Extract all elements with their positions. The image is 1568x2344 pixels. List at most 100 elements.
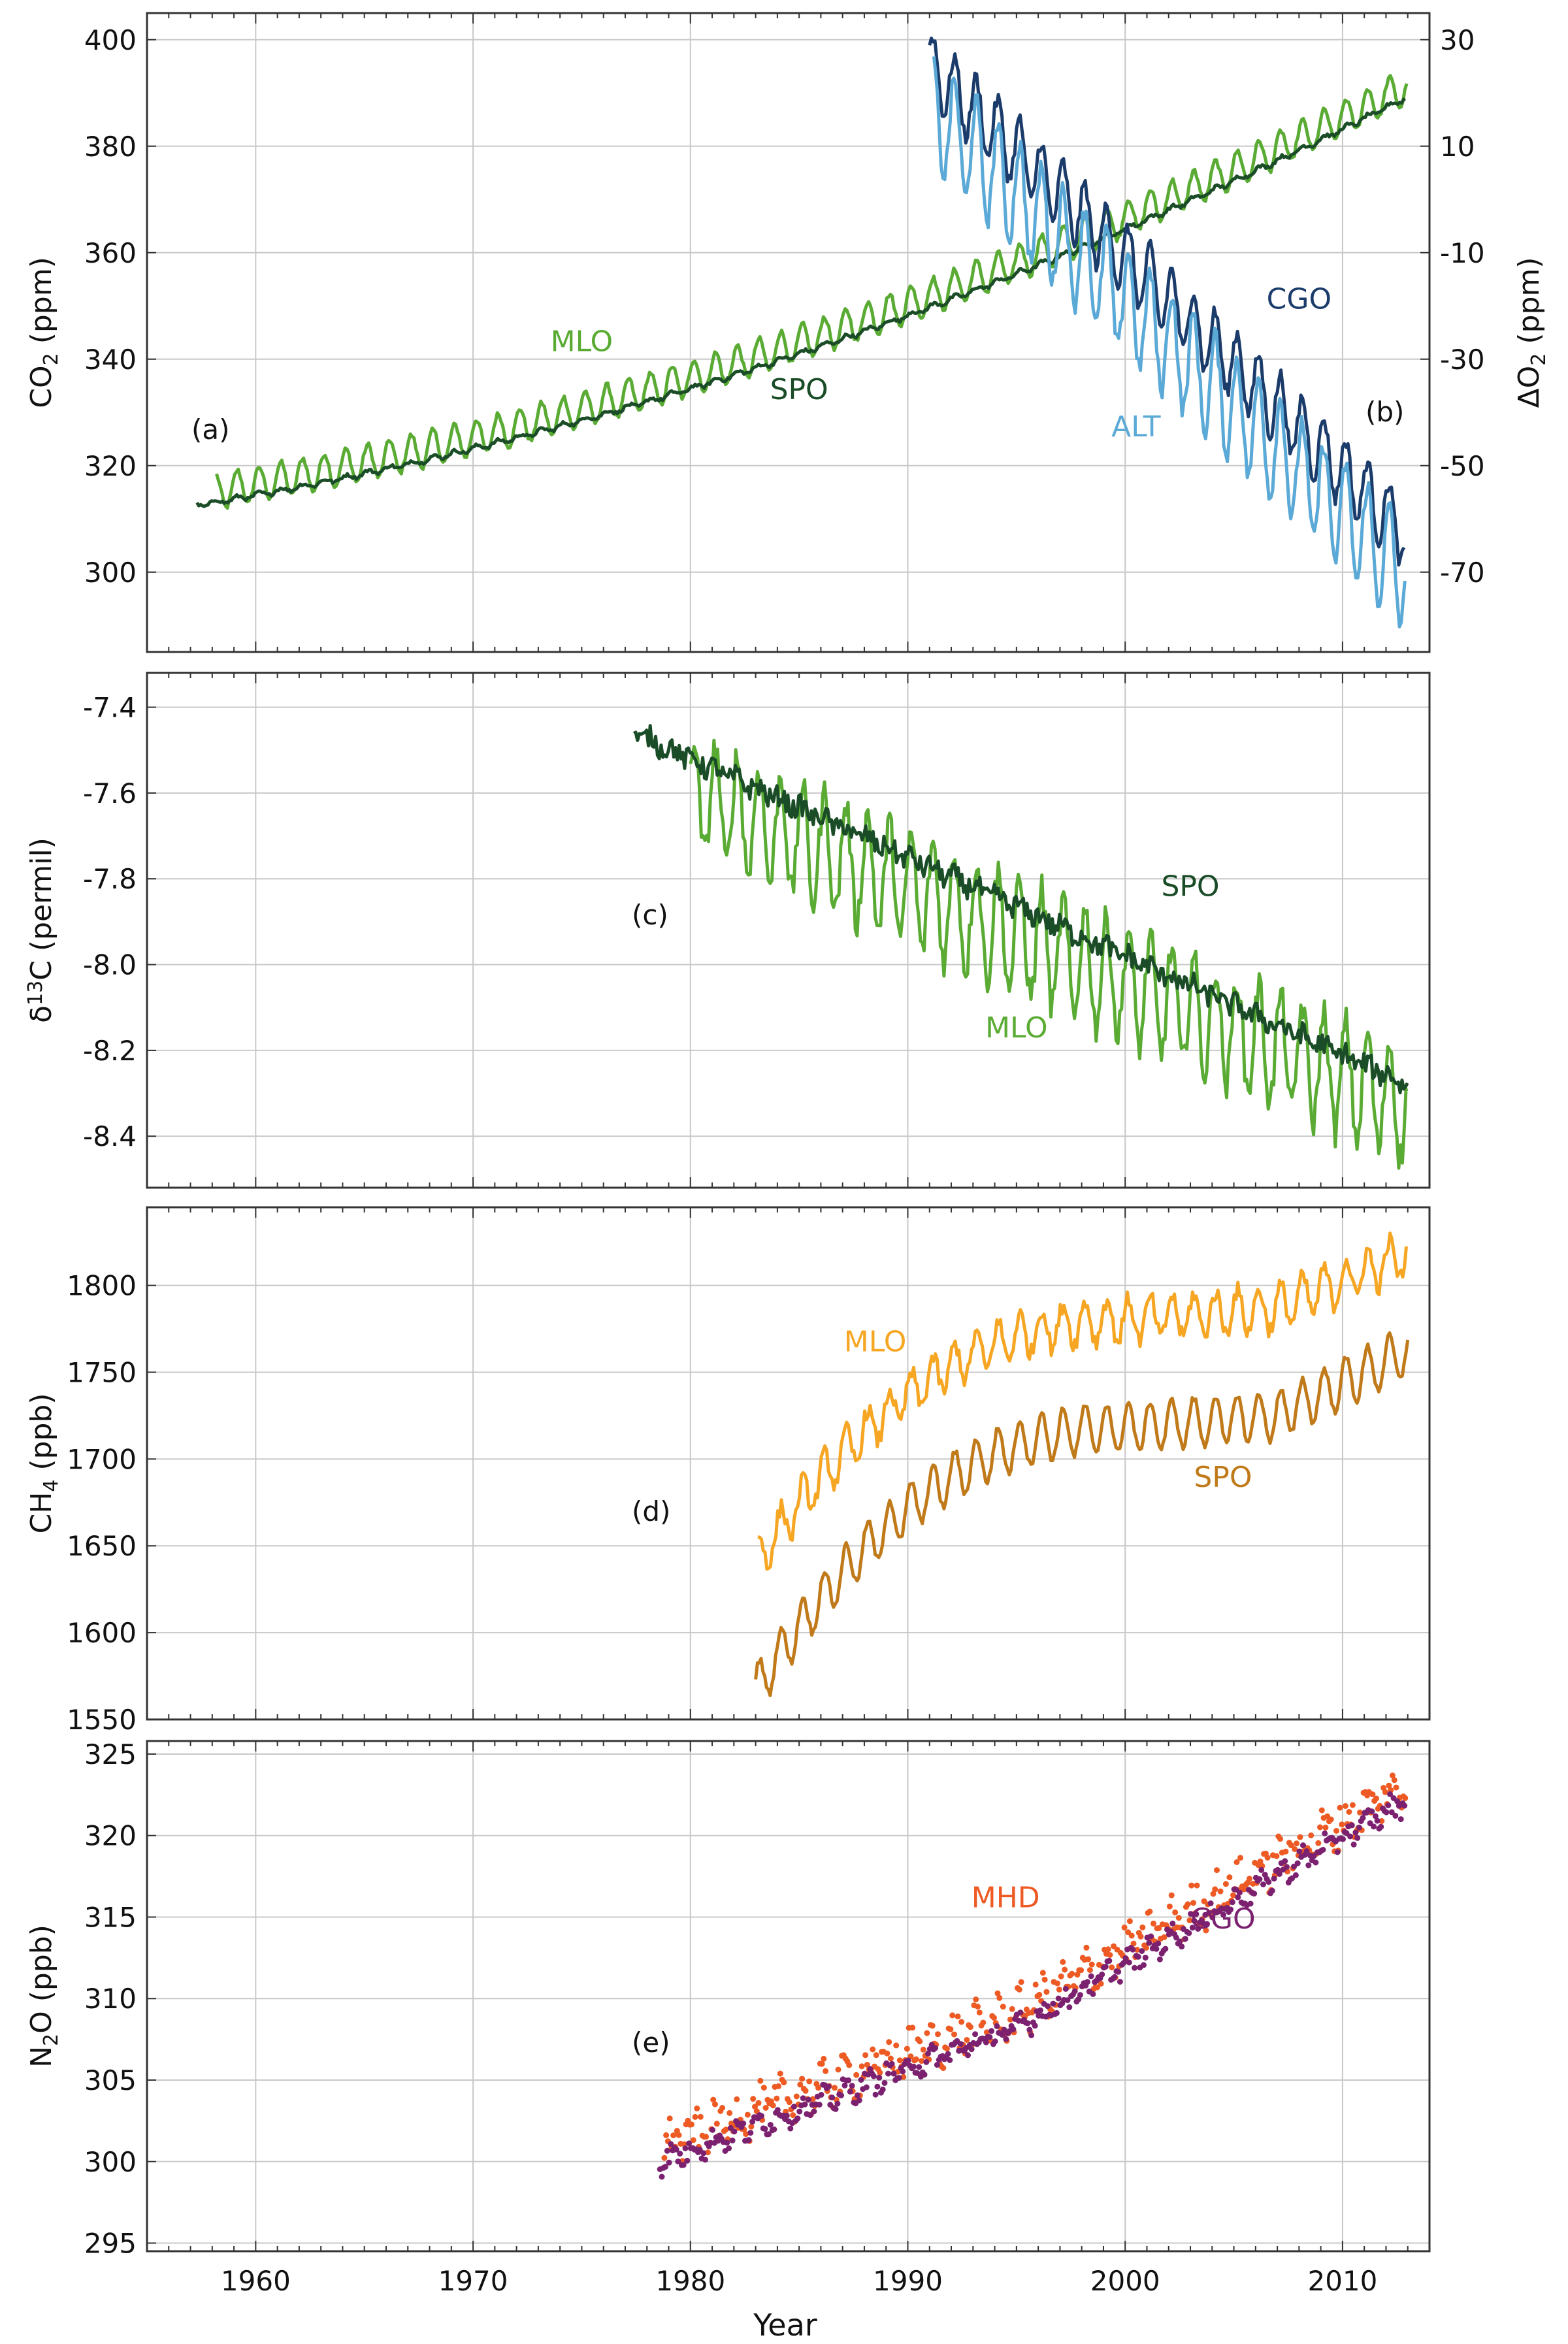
y-tick-label: 360 <box>84 237 137 269</box>
data-point <box>700 2150 707 2157</box>
data-point <box>847 2089 853 2095</box>
data-point <box>1282 1858 1288 1864</box>
data-point <box>690 2137 696 2143</box>
data-point <box>1186 1917 1193 1923</box>
data-point <box>1186 1930 1192 1936</box>
data-point <box>1315 1840 1322 1846</box>
data-point <box>1230 1892 1236 1898</box>
data-point <box>1354 1834 1361 1841</box>
data-point <box>827 2102 834 2108</box>
data-point <box>723 2126 729 2133</box>
data-point <box>1222 1881 1229 1887</box>
data-point <box>1039 1970 1046 1976</box>
data-point <box>1016 1987 1022 1993</box>
data-point <box>1132 1964 1138 1971</box>
ylabel-b-sub: 2 <box>1527 353 1550 366</box>
data-point <box>747 2130 754 2136</box>
panel-e-grid <box>147 1741 1429 2251</box>
y-tick-label: 300 <box>84 2146 137 2178</box>
panel-a-plot <box>195 37 1409 628</box>
data-point <box>1205 1910 1212 1916</box>
data-point <box>893 2042 900 2049</box>
panel-b-label: (b) <box>1365 396 1404 428</box>
panel-c-annotations: SPO MLO <box>985 870 1219 1045</box>
data-point <box>1094 1984 1100 1991</box>
data-point <box>686 2140 693 2147</box>
data-point <box>923 2059 930 2065</box>
data-point <box>704 2149 711 2156</box>
data-point <box>958 2019 965 2025</box>
data-point <box>945 2051 951 2057</box>
data-point <box>1308 1832 1315 1838</box>
data-point <box>1260 1881 1266 1887</box>
data-point <box>811 2108 817 2115</box>
data-point <box>694 2105 700 2111</box>
data-point <box>1173 1934 1179 1941</box>
data-point <box>688 2121 694 2128</box>
data-point <box>853 2072 860 2078</box>
data-point <box>935 2031 941 2038</box>
data-point <box>1166 1903 1173 1910</box>
data-point <box>896 2057 903 2064</box>
data-point <box>1346 1809 1352 1815</box>
data-point <box>1282 1848 1289 1855</box>
data-point <box>1207 1900 1214 1906</box>
data-point <box>889 2060 895 2067</box>
data-point <box>1010 2026 1017 2032</box>
data-point <box>797 2081 804 2088</box>
data-point <box>1241 1886 1247 1893</box>
data-point <box>787 2125 794 2132</box>
data-point <box>1342 1803 1348 1809</box>
ylabel-c-main: C (permil) <box>25 838 58 981</box>
data-point <box>1179 1944 1185 1950</box>
panel-c-label: (c) <box>632 899 668 931</box>
data-point <box>731 2128 738 2135</box>
data-point <box>934 2062 940 2068</box>
panel-c-ylabel: δ13C (permil) <box>24 838 58 1023</box>
series-label-cgo: CGO <box>1267 282 1331 316</box>
data-point <box>1236 1889 1243 1896</box>
data-point <box>879 2086 886 2092</box>
data-point <box>1273 1853 1280 1859</box>
y-tick-label: 1750 <box>67 1356 137 1388</box>
y-tick-label: 300 <box>84 557 137 589</box>
data-point <box>1175 1915 1182 1921</box>
data-point <box>1193 1911 1200 1917</box>
data-point <box>1256 1876 1263 1882</box>
data-point <box>904 2045 910 2052</box>
data-point <box>870 2073 877 2079</box>
data-point <box>1210 1891 1217 1897</box>
y-tick-label: 320 <box>84 1820 137 1852</box>
data-point <box>661 2155 668 2161</box>
data-point <box>1360 1815 1366 1821</box>
data-point <box>774 2107 781 2113</box>
data-point <box>1098 1981 1104 1987</box>
panel-n2o: 295 300 305 310 315 320 325 MHD CGO (e) N2O (pp… <box>25 1738 1431 2297</box>
series-mlo-line <box>215 74 1409 510</box>
data-point <box>743 2131 749 2138</box>
data-point <box>1139 1924 1146 1930</box>
series-spo-line <box>632 724 1409 1095</box>
data-point <box>1083 1944 1090 1951</box>
data-point <box>1195 1925 1201 1932</box>
data-point <box>1401 1802 1408 1809</box>
data-point <box>973 1996 979 2002</box>
data-point <box>664 2147 670 2154</box>
data-point <box>992 2038 998 2045</box>
data-point <box>796 2108 803 2115</box>
x-tick-label: 1980 <box>655 2265 725 2297</box>
data-point <box>1153 1945 1160 1952</box>
data-point <box>1292 1872 1299 1878</box>
data-point <box>1141 1962 1147 1968</box>
data-point <box>802 2101 808 2108</box>
data-point <box>1246 1876 1252 1882</box>
data-point <box>1126 1959 1132 1966</box>
data-point <box>1352 1829 1359 1836</box>
data-point <box>874 2083 881 2090</box>
series-label-alt: ALT <box>1111 410 1161 444</box>
data-point <box>774 2095 780 2102</box>
data-point <box>1347 1833 1354 1840</box>
data-point <box>1074 1972 1081 1978</box>
y-tick-label: 340 <box>84 344 137 376</box>
data-point <box>1264 1855 1271 1861</box>
